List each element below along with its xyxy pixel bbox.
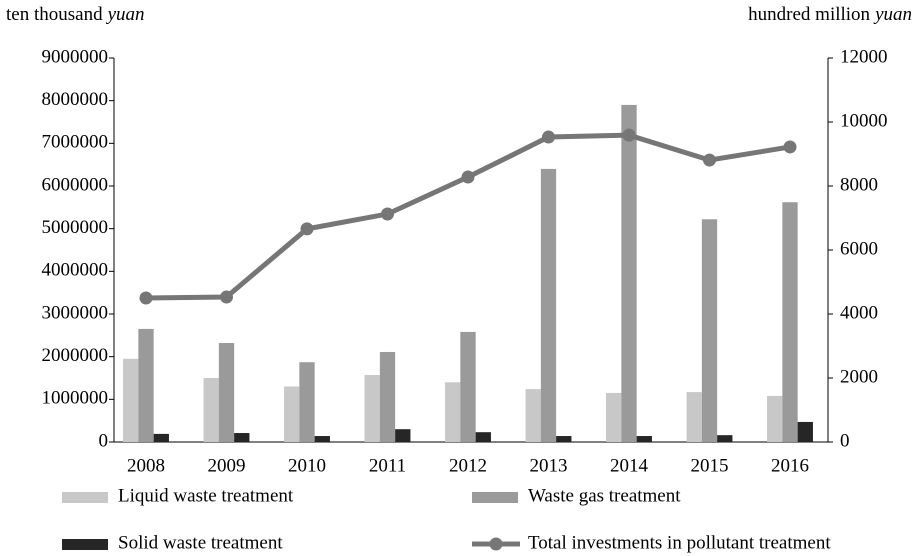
y-tick-label: 4000000 bbox=[42, 260, 109, 281]
bar bbox=[636, 436, 652, 442]
y-axis-title-text: ten thousand bbox=[6, 4, 103, 25]
legend-label: Liquid waste treatment bbox=[118, 485, 294, 506]
bar bbox=[782, 202, 798, 442]
line-marker bbox=[139, 291, 153, 305]
bar bbox=[314, 436, 330, 442]
y-tick-label: 1000000 bbox=[42, 388, 109, 409]
bar bbox=[606, 392, 622, 442]
y2-tick-label: 2000 bbox=[840, 366, 878, 387]
y2-tick-label: 6000 bbox=[840, 238, 878, 259]
bar bbox=[797, 421, 813, 442]
bar bbox=[364, 375, 380, 442]
x-tick-label: 2012 bbox=[449, 455, 487, 476]
bar bbox=[138, 328, 154, 442]
bar bbox=[153, 433, 169, 442]
bar bbox=[540, 168, 557, 442]
bar bbox=[475, 432, 491, 442]
x-tick-label: 2014 bbox=[610, 455, 649, 476]
legend-label: Total investments in pollutant treatment bbox=[528, 532, 831, 553]
line-marker bbox=[461, 170, 475, 184]
y2-axis-title: hundred million yuan bbox=[748, 4, 912, 25]
bar bbox=[445, 382, 461, 442]
y-tick-label: 5000000 bbox=[42, 217, 109, 238]
x-tick-label: 2016 bbox=[771, 455, 809, 476]
legend-swatch bbox=[62, 492, 108, 503]
line-marker bbox=[220, 290, 233, 304]
bar bbox=[525, 389, 541, 442]
y-tick-label: 9000000 bbox=[42, 46, 109, 67]
line-marker bbox=[542, 130, 555, 144]
bar bbox=[234, 433, 250, 442]
y-axis-title-unit: yuan bbox=[106, 4, 145, 25]
y-tick-label: 7000000 bbox=[42, 132, 109, 153]
y-tick-label: 8000000 bbox=[42, 89, 109, 110]
bar bbox=[203, 378, 219, 442]
y2-tick-label: 4000 bbox=[840, 302, 878, 323]
x-tick-label: 2011 bbox=[369, 455, 406, 476]
bar bbox=[299, 362, 315, 442]
legend-marker bbox=[489, 537, 503, 551]
legend-label: Waste gas treatment bbox=[528, 485, 681, 506]
y2-tick-label: 8000 bbox=[840, 174, 878, 195]
bar bbox=[218, 343, 235, 442]
bar bbox=[556, 436, 572, 442]
line-marker bbox=[381, 207, 394, 221]
x-tick-label: 2010 bbox=[288, 455, 326, 476]
legend-label: Solid waste treatment bbox=[118, 532, 283, 553]
y2-tick-label: 10000 bbox=[840, 110, 888, 131]
bar bbox=[686, 392, 702, 442]
bar bbox=[460, 331, 476, 442]
line-marker bbox=[300, 222, 314, 236]
x-tick-label: 2015 bbox=[691, 455, 729, 476]
y-axis-title: ten thousand yuan bbox=[6, 4, 145, 25]
x-tick-label: 2009 bbox=[208, 455, 246, 476]
bar bbox=[717, 435, 733, 442]
y-tick-label: 0 bbox=[99, 430, 109, 451]
y2-tick-label: 0 bbox=[840, 430, 850, 451]
bar bbox=[701, 219, 718, 442]
x-tick-label: 2013 bbox=[530, 455, 568, 476]
y2-axis-title-text: hundred million bbox=[748, 4, 870, 25]
y2-tick-label: 12000 bbox=[840, 46, 888, 67]
legend-swatch bbox=[472, 492, 518, 503]
y-tick-label: 2000000 bbox=[42, 345, 109, 366]
y2-axis-title-unit: yuan bbox=[873, 4, 912, 25]
y-tick-label: 6000000 bbox=[42, 174, 109, 195]
bar bbox=[379, 351, 396, 442]
bar bbox=[284, 386, 300, 442]
bar bbox=[621, 104, 637, 442]
bar bbox=[395, 429, 411, 442]
x-tick-label: 2008 bbox=[127, 455, 165, 476]
y-tick-label: 3000000 bbox=[42, 302, 109, 323]
legend-swatch bbox=[62, 539, 108, 550]
line-marker bbox=[703, 153, 716, 167]
line-marker bbox=[622, 128, 636, 142]
bar bbox=[767, 395, 783, 442]
bar bbox=[123, 358, 139, 442]
line-marker bbox=[783, 140, 797, 154]
line bbox=[145, 132, 791, 301]
